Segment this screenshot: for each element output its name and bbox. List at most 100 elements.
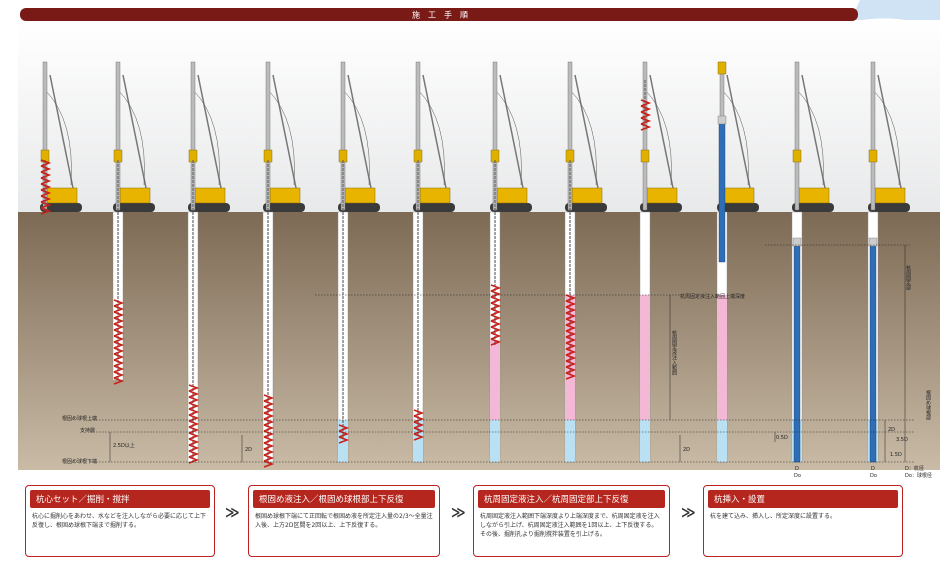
body — [269, 187, 301, 204]
motor — [640, 149, 650, 163]
label: 支持層 — [80, 427, 95, 434]
body — [874, 187, 906, 204]
step-title: 根固め液注入／根固め球根部上下反復 — [253, 490, 435, 508]
auger — [413, 409, 425, 441]
label: 根固め球根部 — [925, 389, 931, 421]
body — [571, 187, 603, 204]
boom — [801, 74, 826, 189]
crawler — [263, 203, 305, 212]
fix-zone — [490, 340, 500, 420]
step-box: 杭挿入・設置杭を建て込み、挿入し、所定深度に設置する。 — [703, 485, 903, 557]
cable — [117, 89, 145, 186]
motor — [792, 149, 802, 163]
mast — [190, 61, 196, 211]
boom — [726, 74, 751, 189]
mast — [492, 61, 498, 211]
motor — [868, 149, 878, 163]
label: D — [795, 466, 799, 472]
mast — [567, 61, 573, 211]
boom — [649, 74, 674, 189]
crawler — [113, 203, 155, 212]
boom — [499, 74, 524, 189]
mast — [642, 61, 648, 211]
bulb — [490, 420, 500, 462]
fix-zone — [717, 295, 727, 420]
motor — [717, 61, 727, 75]
label: 根固め球根上端 — [62, 415, 97, 422]
auger — [188, 384, 200, 464]
cable — [417, 89, 445, 186]
mast — [415, 61, 421, 211]
bulb — [565, 420, 575, 462]
mast — [340, 61, 346, 211]
auger — [113, 299, 125, 385]
auger — [565, 294, 577, 380]
step-title: 杭心セット／掘削・撹拌 — [30, 490, 210, 508]
label: D：杭径 — [905, 465, 924, 472]
body — [646, 187, 678, 204]
pile-head — [717, 115, 727, 125]
label: 2D — [683, 447, 690, 453]
auger — [338, 424, 350, 444]
cable — [872, 89, 900, 186]
label: Do — [870, 473, 877, 479]
cable — [796, 89, 824, 186]
label: 杭周固定液注入範囲 — [671, 329, 677, 376]
bulb — [413, 420, 423, 462]
header-bar — [20, 8, 858, 21]
boom — [197, 74, 222, 189]
rigs — [40, 61, 910, 468]
boom — [122, 74, 147, 189]
step-text: 杭周固定液注入範囲下端深度より上端深度まで、杭周固定液を注入しながら引上げ、杭周… — [480, 513, 660, 538]
crawler — [565, 203, 607, 212]
body — [496, 187, 528, 204]
step-title: 杭周固定液注入／杭周固定部上下反復 — [478, 490, 665, 508]
step-box: 根固め液注入／根固め球根部上下反復 根固め球根下端にて正回転で根固め液を所定注入量… — [248, 485, 440, 557]
cable — [44, 89, 72, 186]
body — [46, 187, 78, 204]
crawler — [792, 203, 834, 212]
arrow: ≫ — [451, 505, 466, 521]
label: 3.5D — [896, 437, 908, 443]
label: 杭周固定部 — [905, 264, 911, 291]
diagram: 施 工 手 順 根固め球根上端 支持層 根固め球根下端 2.5D以上 2D 2D… — [18, 0, 940, 479]
mast — [870, 61, 876, 211]
auger — [640, 99, 652, 131]
crawler — [490, 203, 532, 212]
crawler — [413, 203, 455, 212]
arrow: ≫ — [225, 505, 240, 521]
crawler — [188, 203, 230, 212]
cable — [192, 89, 220, 186]
label: Do — [794, 473, 801, 479]
sky — [18, 20, 940, 212]
step-text: 杭を建て込み、挿入し、所定深度に設置する。 — [710, 513, 837, 520]
label: Do：球根径 — [905, 472, 932, 479]
bulb — [717, 420, 727, 462]
cable — [494, 89, 522, 186]
fix-zone — [640, 295, 650, 420]
body — [119, 187, 151, 204]
body — [344, 187, 376, 204]
label: 2.5D以上 — [113, 442, 135, 449]
boom — [49, 74, 74, 189]
auger — [490, 284, 502, 346]
cable — [644, 89, 672, 186]
step-text: 根固め球根下端にて正回転で根固め液を所定注入量の2/3〜全量注入後、上方2D区間… — [255, 513, 433, 529]
crawler — [868, 203, 910, 212]
pile — [869, 244, 877, 463]
label: 杭周固定液注入範囲上端深度 — [680, 293, 745, 300]
boom — [574, 74, 599, 189]
ground — [18, 212, 940, 470]
guides — [90, 244, 915, 463]
cable — [721, 89, 749, 186]
step-title: 杭挿入・設置 — [708, 490, 898, 508]
crawler — [640, 203, 682, 212]
boom — [422, 74, 447, 189]
step-text: 杭心に掘削心をあわせ、水などを注入しながら必要に応じて上下反復し、根固め球根下端… — [32, 513, 207, 529]
step-box: 杭周固定液注入／杭周固定部上下反復杭周固定液注入範囲下端深度より上端深度まで、杭… — [473, 485, 670, 557]
auger — [263, 394, 275, 468]
label: 1.5D — [890, 452, 902, 458]
dims — [109, 245, 906, 462]
body — [419, 187, 451, 204]
